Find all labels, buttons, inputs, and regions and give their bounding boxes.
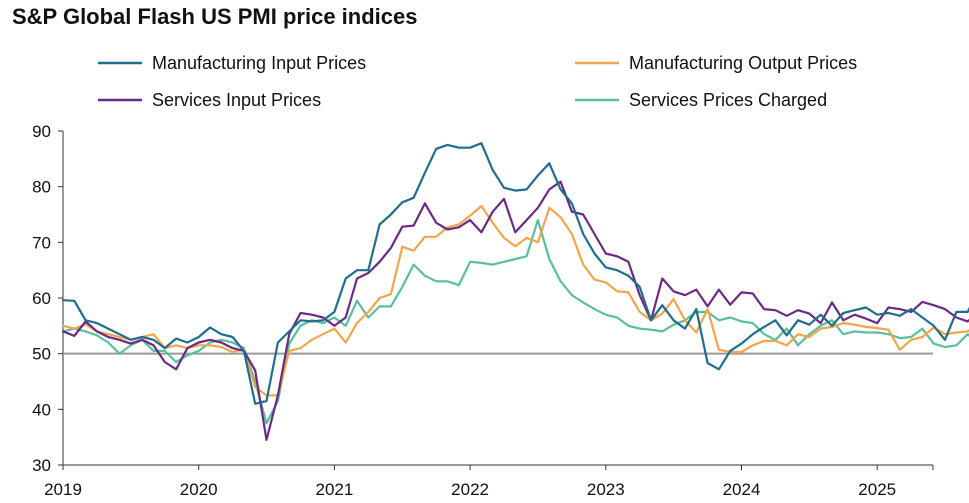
x-tick-label: 2021	[315, 480, 353, 499]
legend-label-manufacturing-output-prices: Manufacturing Output Prices	[629, 53, 857, 73]
x-tick-label: 2025	[858, 480, 896, 499]
chart-title: S&P Global Flash US PMI price indices	[12, 4, 418, 29]
y-tick-label: 30	[32, 456, 51, 475]
x-tick-label: 2019	[44, 480, 82, 499]
series-line-services-prices-charged	[61, 219, 969, 425]
y-tick-label: 90	[32, 122, 51, 141]
legend-label-services-prices-charged: Services Prices Charged	[629, 90, 827, 110]
x-tick-label: 2024	[723, 480, 761, 499]
y-tick-label: 40	[32, 400, 51, 419]
y-tick-label: 50	[32, 345, 51, 364]
series-line-manufacturing-output-prices	[61, 205, 969, 397]
x-tick-label: 2023	[587, 480, 625, 499]
legend-label-manufacturing-input-prices: Manufacturing Input Prices	[152, 53, 366, 73]
y-tick-label: 70	[32, 233, 51, 252]
series-line-services-input-prices	[61, 180, 969, 441]
legend-label-services-input-prices: Services Input Prices	[152, 90, 321, 110]
y-tick-label: 60	[32, 289, 51, 308]
x-tick-label: 2022	[451, 480, 489, 499]
x-tick-label: 2020	[180, 480, 218, 499]
series-line-manufacturing-input-prices	[61, 142, 969, 405]
y-tick-label: 80	[32, 178, 51, 197]
